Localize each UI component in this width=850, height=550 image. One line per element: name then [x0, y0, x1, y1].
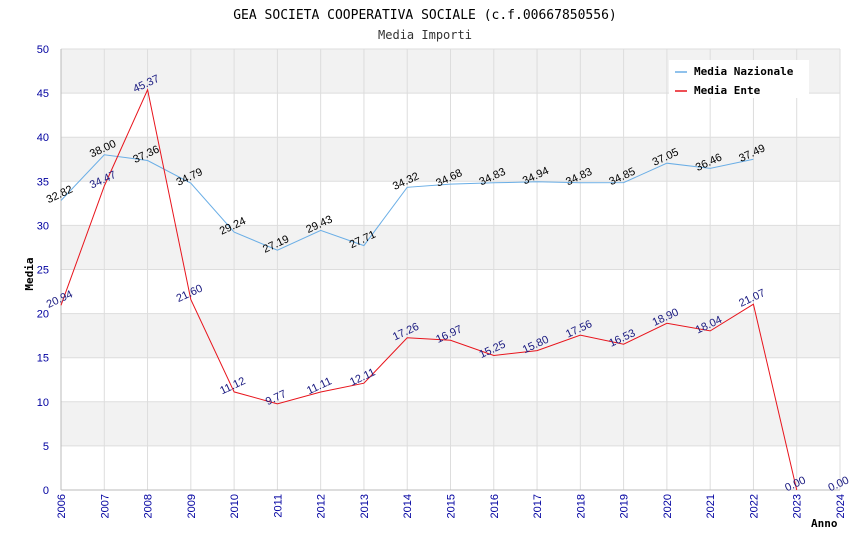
x-tick-label: 2014 [402, 494, 414, 518]
legend: Media Nazionale Media Ente [669, 60, 809, 98]
y-axis-ticks: 0 5 10 15 20 25 30 35 40 45 50 [37, 44, 49, 497]
x-tick-label: 2012 [316, 494, 328, 518]
series-line-media-nazionale [60, 154, 754, 251]
x-tick-label: 2006 [56, 494, 68, 518]
y-tick-label: 15 [37, 353, 49, 365]
y-tick-label: 45 [37, 88, 49, 100]
x-tick-label: 2011 [272, 494, 284, 518]
x-tick-label: 2024 [835, 494, 847, 518]
x-tick-label: 2018 [575, 494, 587, 518]
x-tick-label: 2008 [143, 494, 155, 518]
x-tick-label: 2021 [705, 494, 717, 518]
x-tick-label: 2009 [186, 494, 198, 518]
legend-label-media-ente: Media Ente [694, 84, 761, 97]
chart-title: GEA SOCIETA COOPERATIVA SOCIALE (c.f.006… [233, 8, 617, 23]
x-tick-label: 2023 [792, 494, 804, 518]
y-tick-label: 10 [37, 397, 49, 409]
x-tick-label: 2010 [229, 494, 241, 518]
x-tick-label: 2016 [489, 494, 501, 518]
y-tick-label: 0 [43, 485, 49, 497]
series-line-media-ente [60, 88, 798, 491]
x-tick-label: 2015 [446, 494, 458, 518]
y-tick-label: 5 [43, 441, 49, 453]
x-tick-label: 2022 [748, 494, 760, 518]
x-axis-label: Anno [811, 517, 838, 530]
y-tick-label: 20 [37, 309, 49, 321]
legend-label-media-nazionale: Media Nazionale [694, 65, 794, 78]
x-tick-label: 2007 [99, 494, 111, 518]
y-tick-label: 40 [37, 132, 49, 144]
y-tick-label: 25 [37, 265, 49, 277]
x-tick-label: 2017 [532, 494, 544, 518]
legend-box [669, 60, 809, 98]
x-tick-label: 2020 [662, 494, 674, 518]
grid-bands [60, 48, 841, 491]
y-axis-label: Media [23, 257, 36, 290]
x-axis-ticks: 2006 2007 2008 2009 2010 2011 2012 2013 2014 2015… [56, 494, 847, 518]
y-tick-label: 30 [37, 220, 49, 232]
chart-subtitle: Media Importi [378, 28, 472, 42]
y-tick-label: 35 [37, 176, 49, 188]
y-tick-label: 50 [37, 44, 49, 56]
series-lines [60, 88, 798, 491]
x-tick-label: 2019 [619, 494, 631, 518]
x-tick-label: 2013 [359, 494, 371, 518]
